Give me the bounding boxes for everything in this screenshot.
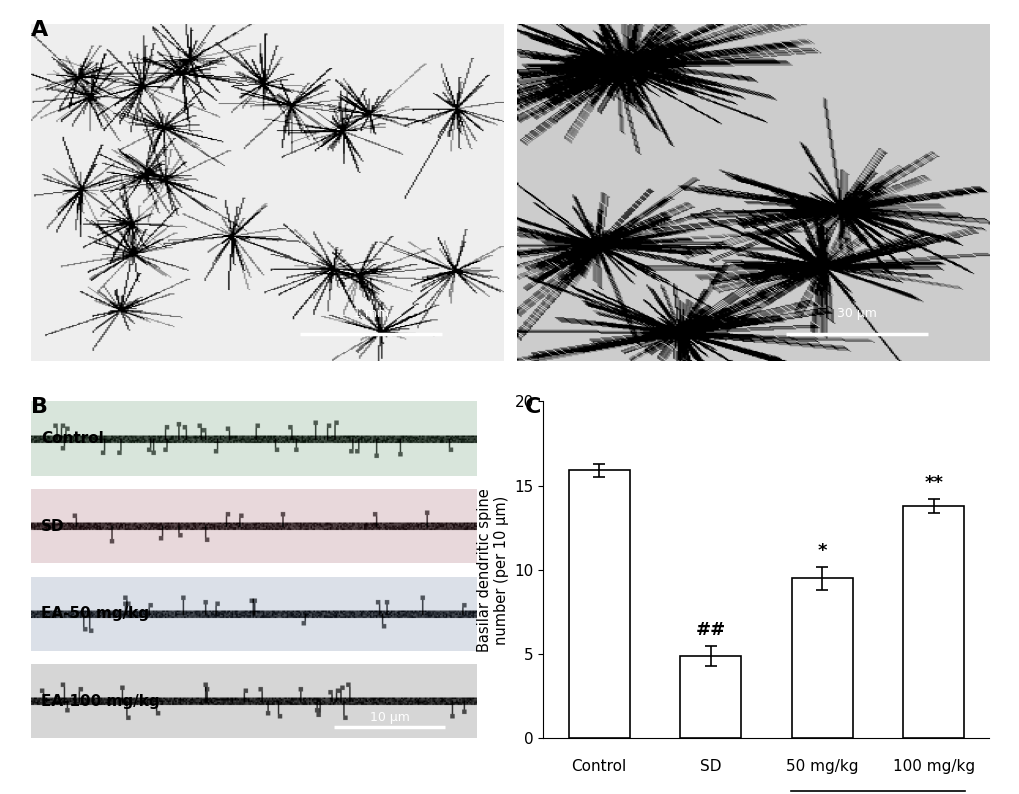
Text: EA-50 mg/kg: EA-50 mg/kg bbox=[41, 606, 149, 621]
Text: Control: Control bbox=[571, 758, 627, 773]
Text: EA-100 mg/kg: EA-100 mg/kg bbox=[41, 694, 159, 709]
Text: C: C bbox=[525, 397, 541, 417]
Bar bbox=[568, 470, 630, 738]
Y-axis label: Basilar dendritic spine
number (per 10 μm): Basilar dendritic spine number (per 10 μ… bbox=[476, 488, 508, 652]
Text: 10 μm: 10 μm bbox=[369, 711, 410, 723]
Text: **: ** bbox=[923, 474, 943, 492]
Bar bbox=[902, 506, 963, 738]
Text: SD: SD bbox=[699, 758, 720, 773]
Text: 50 mg/kg: 50 mg/kg bbox=[786, 758, 858, 773]
Text: Control: Control bbox=[41, 431, 104, 446]
Text: B: B bbox=[31, 397, 48, 417]
Text: 1 mm: 1 mm bbox=[353, 307, 388, 321]
Bar bbox=[791, 578, 852, 738]
Text: A: A bbox=[31, 20, 48, 40]
Text: SD: SD bbox=[41, 518, 64, 534]
Bar bbox=[680, 656, 741, 738]
Text: 100 mg/kg: 100 mg/kg bbox=[892, 758, 974, 773]
Text: ##: ## bbox=[695, 621, 726, 639]
Text: 30 μm: 30 μm bbox=[837, 307, 876, 321]
Text: *: * bbox=[816, 542, 826, 560]
